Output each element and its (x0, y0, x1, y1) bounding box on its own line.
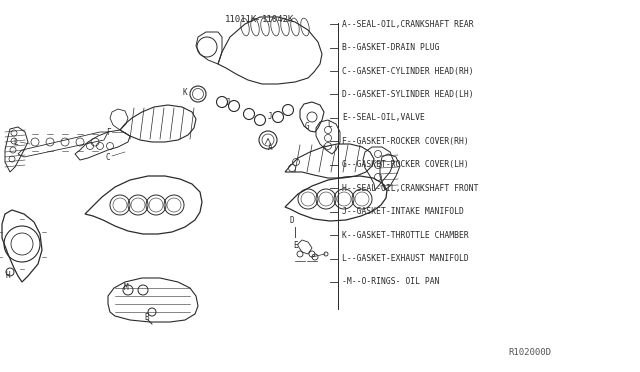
Text: F: F (106, 128, 110, 137)
Text: E--SEAL-OIL,VALVE: E--SEAL-OIL,VALVE (342, 113, 425, 122)
Text: G: G (305, 122, 309, 131)
Text: G--GASKET-ROCKER COVER(LH): G--GASKET-ROCKER COVER(LH) (342, 160, 469, 169)
Text: K: K (182, 87, 188, 96)
Text: D--GASKET-SYLINDER HEAD(LH): D--GASKET-SYLINDER HEAD(LH) (342, 90, 474, 99)
Text: J--GASKET-INTAKE MANIFOLD: J--GASKET-INTAKE MANIFOLD (342, 207, 464, 216)
Text: R102000D: R102000D (509, 348, 552, 357)
Text: B--GASKET-DRAIN PLUG: B--GASKET-DRAIN PLUG (342, 43, 440, 52)
Text: L--GASKET-EXHAUST MANIFOLD: L--GASKET-EXHAUST MANIFOLD (342, 254, 469, 263)
Text: 11011K: 11011K (225, 15, 257, 24)
Text: -: - (254, 15, 260, 24)
Text: -M--O-RINGS- OIL PAN: -M--O-RINGS- OIL PAN (342, 278, 440, 286)
Text: H: H (6, 272, 10, 280)
Text: D: D (290, 215, 294, 224)
Text: J: J (268, 112, 272, 121)
Text: E: E (294, 241, 298, 250)
Text: H--SEAL-OIL,CRANKSHAFT FRONT: H--SEAL-OIL,CRANKSHAFT FRONT (342, 184, 479, 193)
Text: A--SEAL-OIL,CRANKSHAFT REAR: A--SEAL-OIL,CRANKSHAFT REAR (342, 20, 474, 29)
Text: K--GASKET-THROTTLE CHAMBER: K--GASKET-THROTTLE CHAMBER (342, 231, 469, 240)
Text: L: L (328, 119, 332, 128)
Text: B: B (145, 312, 149, 321)
Text: A: A (268, 142, 272, 151)
Text: L: L (13, 138, 19, 147)
Text: F--GASKET-ROCKER COVER(RH): F--GASKET-ROCKER COVER(RH) (342, 137, 469, 146)
Text: C--GASKET-CYLINDER HEAD(RH): C--GASKET-CYLINDER HEAD(RH) (342, 67, 474, 76)
Text: J: J (226, 97, 230, 106)
Text: M: M (124, 283, 128, 292)
Text: C: C (106, 153, 110, 161)
Text: 11042K: 11042K (262, 15, 294, 24)
